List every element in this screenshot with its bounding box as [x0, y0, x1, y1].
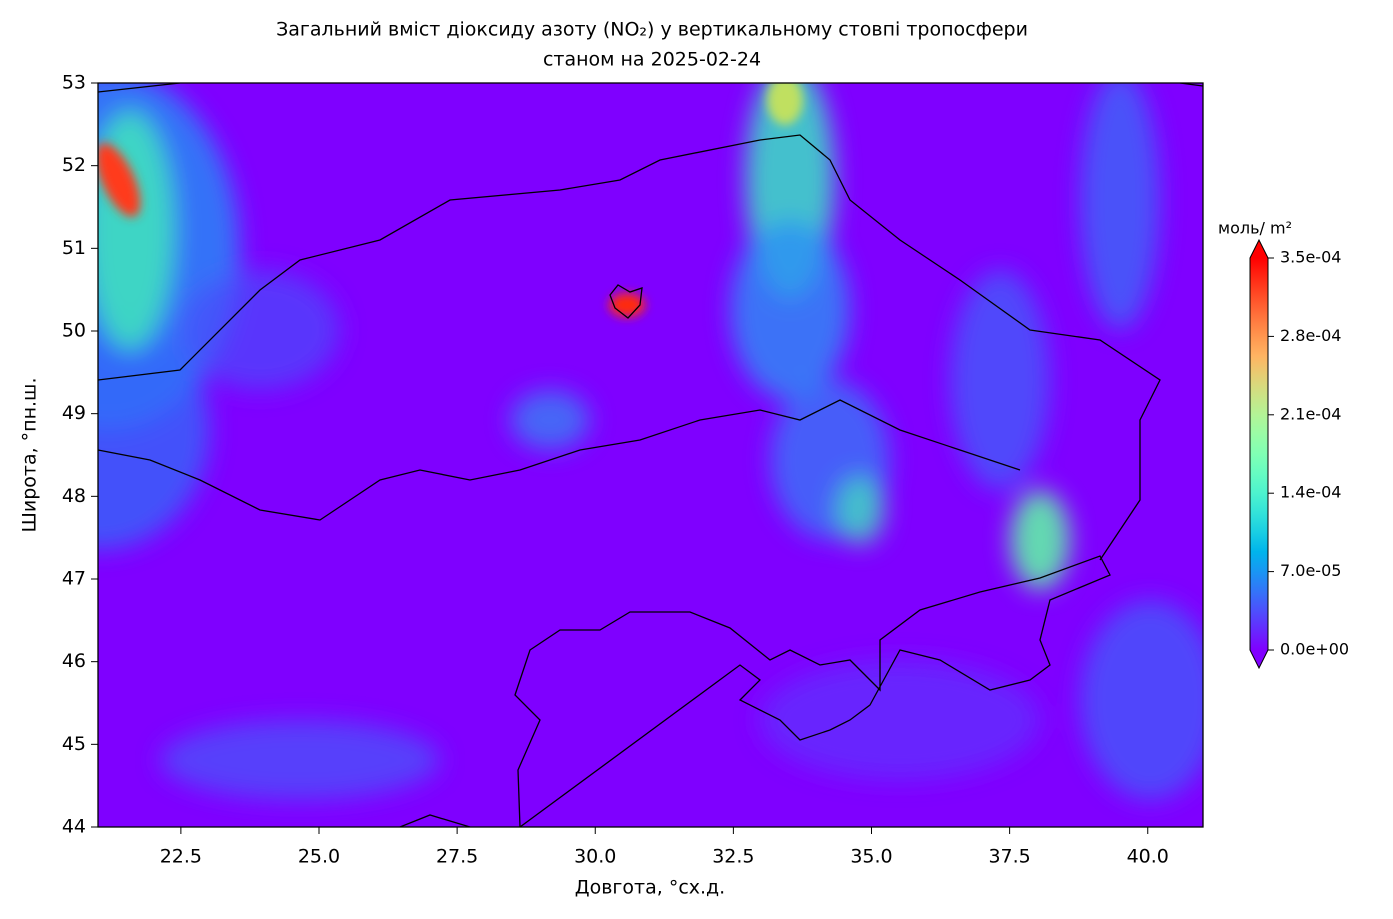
- colorbar-tick-label: 0.0e+00: [1280, 640, 1349, 659]
- y-tick-label: 50: [62, 320, 86, 342]
- chart-title: Загальний вміст діоксиду азоту (NO₂) у в…: [276, 19, 1028, 41]
- x-tick-label: 35.0: [850, 846, 892, 868]
- colorbar-extend-min: [1250, 650, 1268, 668]
- x-tick-label: 22.5: [160, 846, 202, 868]
- colorbar-extend-max: [1250, 240, 1268, 258]
- y-tick-label: 49: [62, 402, 86, 424]
- x-tick-label: 25.0: [298, 846, 340, 868]
- y-tick-label: 48: [62, 485, 86, 507]
- colorbar-label: моль/ m²: [1218, 219, 1292, 238]
- colorbar-tick-label: 1.4e-04: [1280, 483, 1341, 502]
- colorbar-tick-label: 3.5e-04: [1280, 248, 1341, 267]
- y-tick-label: 53: [62, 72, 86, 94]
- x-tick-label: 37.5: [988, 846, 1030, 868]
- colorbar-tick-label: 2.8e-04: [1280, 326, 1341, 345]
- y-tick-label: 47: [62, 568, 86, 590]
- colorbar: [1250, 258, 1268, 650]
- y-tick-label: 52: [62, 154, 86, 176]
- field: [98, 83, 1203, 827]
- x-axis-label: Довгота, °сх.д.: [575, 877, 725, 899]
- y-tick-label: 45: [62, 733, 86, 755]
- colorbar-tick-label: 7.0e-05: [1280, 561, 1341, 580]
- y-tick-label: 46: [62, 650, 86, 672]
- x-tick-label: 27.5: [436, 846, 478, 868]
- y-axis-label: Широта, °пн.ш.: [19, 378, 41, 533]
- x-tick-label: 40.0: [1127, 846, 1169, 868]
- colorbar-tick-label: 2.1e-04: [1280, 404, 1341, 423]
- y-tick-label: 51: [62, 237, 86, 259]
- y-tick-label: 44: [62, 816, 86, 838]
- x-tick-label: 30.0: [574, 846, 616, 868]
- chart-subtitle: станом на 2025-02-24: [543, 49, 761, 71]
- plot-frame: [97, 82, 1204, 828]
- x-tick-label: 32.5: [712, 846, 754, 868]
